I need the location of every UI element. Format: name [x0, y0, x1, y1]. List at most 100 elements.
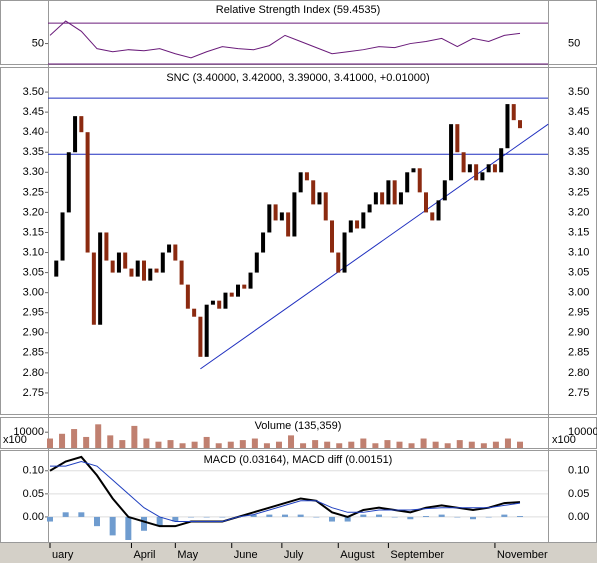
candle — [261, 232, 266, 253]
y-tick-label: 2.80 — [23, 367, 44, 379]
volume-bar — [83, 436, 90, 448]
volume-bar — [239, 440, 246, 448]
macd-diff-bar — [297, 514, 304, 517]
candle — [499, 148, 504, 173]
macd-diff-bar — [250, 514, 257, 517]
volume-bar — [288, 435, 295, 448]
candle — [373, 192, 378, 205]
macd-diff-bar — [94, 516, 100, 527]
volume-bar — [420, 438, 427, 448]
y-tick-label: 3.40 — [23, 126, 44, 138]
volume-unit: x100 — [3, 434, 27, 446]
y-tick-label: 2.80 — [568, 367, 589, 379]
y-tick-label: 0.10 — [568, 465, 589, 477]
volume-bar — [263, 443, 270, 448]
y-tick-label: 3.50 — [568, 86, 589, 98]
candle — [267, 204, 272, 233]
macd-diff-bar — [125, 516, 132, 540]
macd-diff-bar — [391, 516, 398, 518]
candle — [367, 204, 372, 213]
candle — [424, 192, 428, 213]
y-tick-label: 3.20 — [23, 206, 44, 218]
volume-bar — [47, 438, 53, 448]
candle — [486, 164, 491, 173]
candle — [361, 212, 366, 229]
volume-bar — [155, 441, 162, 448]
volume-bar — [468, 441, 475, 448]
y-tick-label: 3.40 — [568, 126, 589, 138]
macd-diff-bar — [62, 512, 69, 517]
rsi-title: Relative Strength Index (59.4535) — [216, 4, 381, 16]
volume-bar — [59, 433, 66, 448]
y-tick-label: 3.35 — [568, 146, 589, 158]
volume-bar — [251, 438, 258, 448]
candle — [317, 192, 322, 205]
volume-bar — [408, 443, 415, 448]
candle — [398, 192, 403, 205]
candle — [355, 220, 360, 229]
candle — [217, 300, 222, 309]
macd-diff-bar — [376, 514, 382, 517]
y-tick-label: 3.00 — [568, 287, 589, 299]
volume-bar — [396, 441, 403, 448]
x-tick-label: August — [340, 549, 374, 561]
candle — [286, 212, 291, 237]
macd-diff-bar — [329, 516, 335, 522]
macd-diff-bar — [454, 516, 461, 518]
candle — [298, 172, 303, 193]
candle — [392, 180, 397, 205]
volume-title: Volume (135,359) — [255, 420, 342, 432]
y-tick-label: 2.85 — [23, 347, 44, 359]
macd-diff-bar — [438, 514, 445, 517]
volume-bar — [119, 440, 126, 448]
volume-bar — [300, 443, 307, 448]
candle — [292, 192, 297, 237]
volume-bar — [227, 441, 234, 448]
y-tick-label: 3.30 — [568, 166, 589, 178]
candle — [480, 172, 485, 181]
x-tick-label: May — [177, 549, 198, 561]
candle — [323, 192, 328, 221]
candle — [461, 152, 466, 173]
y-tick-label: 0.10 — [23, 465, 44, 477]
macd-diff-bar — [485, 516, 492, 518]
candle — [66, 152, 71, 213]
candle — [430, 212, 435, 221]
candle — [411, 168, 416, 173]
macd-diff-bar — [156, 516, 163, 527]
macd-diff-bar — [78, 512, 85, 517]
y-tick-label: 2.75 — [23, 387, 44, 399]
candle — [417, 168, 422, 193]
x-tick-label: uary — [52, 549, 74, 561]
y-tick-label: 0.05 — [23, 488, 44, 500]
macd-diff-bar — [517, 516, 523, 517]
volume-bar — [179, 443, 186, 448]
y-tick-label: 2.90 — [23, 327, 44, 339]
volume-bar — [71, 429, 78, 448]
candle — [142, 260, 146, 281]
volume-bar — [167, 440, 174, 448]
volume-bar — [336, 443, 343, 448]
candle — [98, 232, 103, 325]
macd-diff-bar — [266, 514, 273, 517]
candle — [254, 252, 259, 273]
volume-bar — [348, 441, 355, 448]
macd-diff-bar — [188, 516, 194, 518]
volume-bar — [444, 443, 451, 448]
candle — [455, 124, 460, 153]
macd-diff-bar — [501, 514, 508, 517]
volume-bar — [143, 438, 150, 448]
candle — [248, 272, 253, 289]
y-tick-label: 3.45 — [23, 106, 44, 118]
macd-diff-bar — [219, 516, 226, 518]
macd-diff-bar — [470, 516, 476, 520]
y-tick-label: 3.15 — [568, 226, 589, 238]
candle — [204, 304, 209, 357]
y-tick-label: 2.95 — [23, 307, 44, 319]
y-tick-label: 10000 — [568, 426, 597, 438]
volume-bar — [360, 438, 367, 448]
y-tick-label: 3.30 — [23, 166, 44, 178]
candle — [116, 252, 121, 273]
